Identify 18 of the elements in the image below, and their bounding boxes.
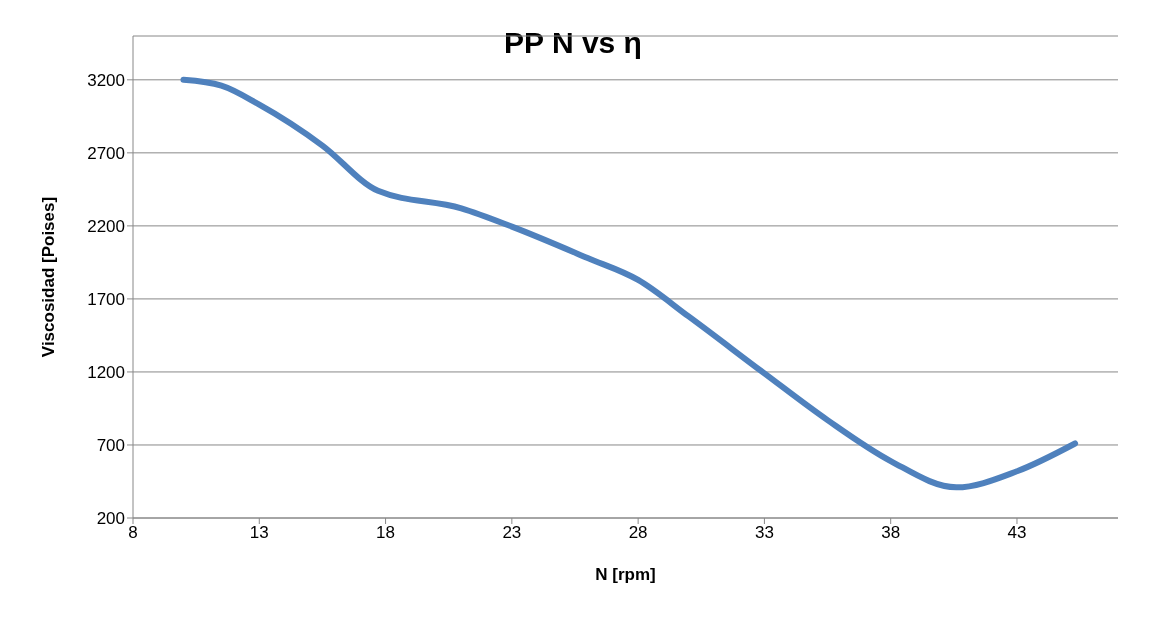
y-tick-label: 2700	[87, 143, 125, 163]
x-tick-label: 23	[502, 523, 522, 543]
x-tick-label: 33	[754, 523, 774, 543]
y-tick-label: 3200	[87, 70, 125, 90]
x-tick-label: 8	[128, 523, 138, 543]
chart-title: PP N vs η	[503, 26, 643, 60]
x-axis-title: N [rpm]	[595, 565, 656, 584]
x-tick-label: 18	[376, 523, 396, 543]
x-tick-label: 43	[1007, 523, 1027, 543]
y-tick-label: 1700	[87, 289, 125, 309]
y-tick-label: 1200	[87, 362, 125, 382]
y-tick-label: 200	[96, 509, 125, 529]
y-axis-title: Viscosidad [Poises]	[39, 196, 59, 358]
y-tick-label: 2200	[87, 216, 125, 236]
x-tick-label: 13	[249, 523, 269, 543]
x-tick-label: 28	[628, 523, 648, 543]
x-tick-label: 38	[881, 523, 901, 543]
y-tick-label: 700	[96, 436, 125, 455]
